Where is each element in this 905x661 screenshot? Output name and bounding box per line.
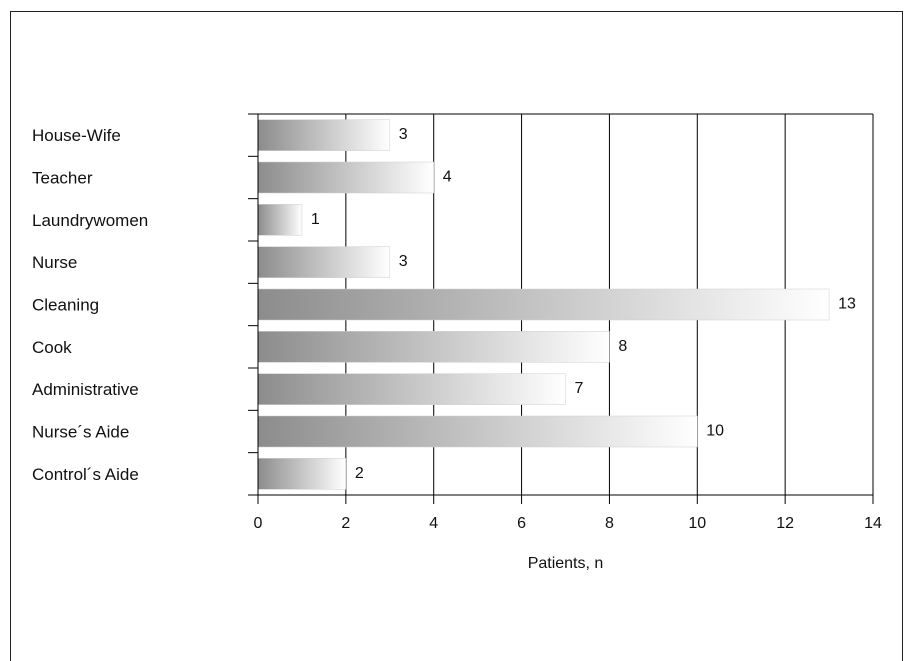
- value-label-5: 8: [618, 338, 627, 355]
- bar-1: [257, 161, 434, 194]
- bars: [257, 119, 830, 490]
- category-label-1: Teacher: [32, 169, 93, 188]
- x-tick-label-14: 14: [864, 515, 882, 532]
- chart-frame: [10, 11, 903, 661]
- x-tick-label-0: 0: [254, 515, 263, 532]
- bar-6: [257, 373, 566, 405]
- category-label-3: Nurse: [32, 253, 77, 272]
- x-tick-label-10: 10: [688, 515, 706, 532]
- category-label-6: Administrative: [32, 380, 139, 399]
- bar-3: [257, 246, 391, 278]
- category-label-7: Nurse´s Aide: [32, 423, 129, 442]
- bar-7: [257, 415, 698, 448]
- category-label-2: Laundrywomen: [32, 211, 148, 230]
- value-label-0: 3: [399, 126, 408, 143]
- bar-4: [257, 288, 830, 321]
- value-label-6: 7: [575, 380, 584, 397]
- value-label-4: 13: [838, 296, 856, 313]
- value-label-8: 2: [355, 465, 364, 482]
- bar-2: [257, 204, 303, 236]
- labels: House-Wife 3 Teacher 4 Laundrywomen 1 Nurse 3 Cl…: [32, 126, 882, 532]
- value-label-2: 1: [311, 211, 320, 228]
- value-label-1: 4: [443, 169, 452, 186]
- x-tick-label-4: 4: [429, 515, 438, 532]
- bar-5: [257, 331, 610, 363]
- value-label-3: 3: [399, 253, 408, 270]
- axes: [248, 113, 874, 504]
- category-label-5: Cook: [32, 338, 72, 357]
- x-tick-label-6: 6: [517, 515, 526, 532]
- bar-8: [257, 458, 347, 490]
- x-axis-title: Patients, n: [528, 555, 604, 572]
- x-tick-label-8: 8: [605, 515, 614, 532]
- x-tick-label-2: 2: [341, 515, 350, 532]
- category-label-4: Cleaning: [32, 296, 99, 315]
- category-label-8: Control´s Aide: [32, 465, 139, 484]
- category-label-0: House-Wife: [32, 126, 121, 145]
- value-label-7: 10: [706, 423, 724, 440]
- x-tick-label-12: 12: [776, 515, 794, 532]
- bar-0: [257, 119, 391, 151]
